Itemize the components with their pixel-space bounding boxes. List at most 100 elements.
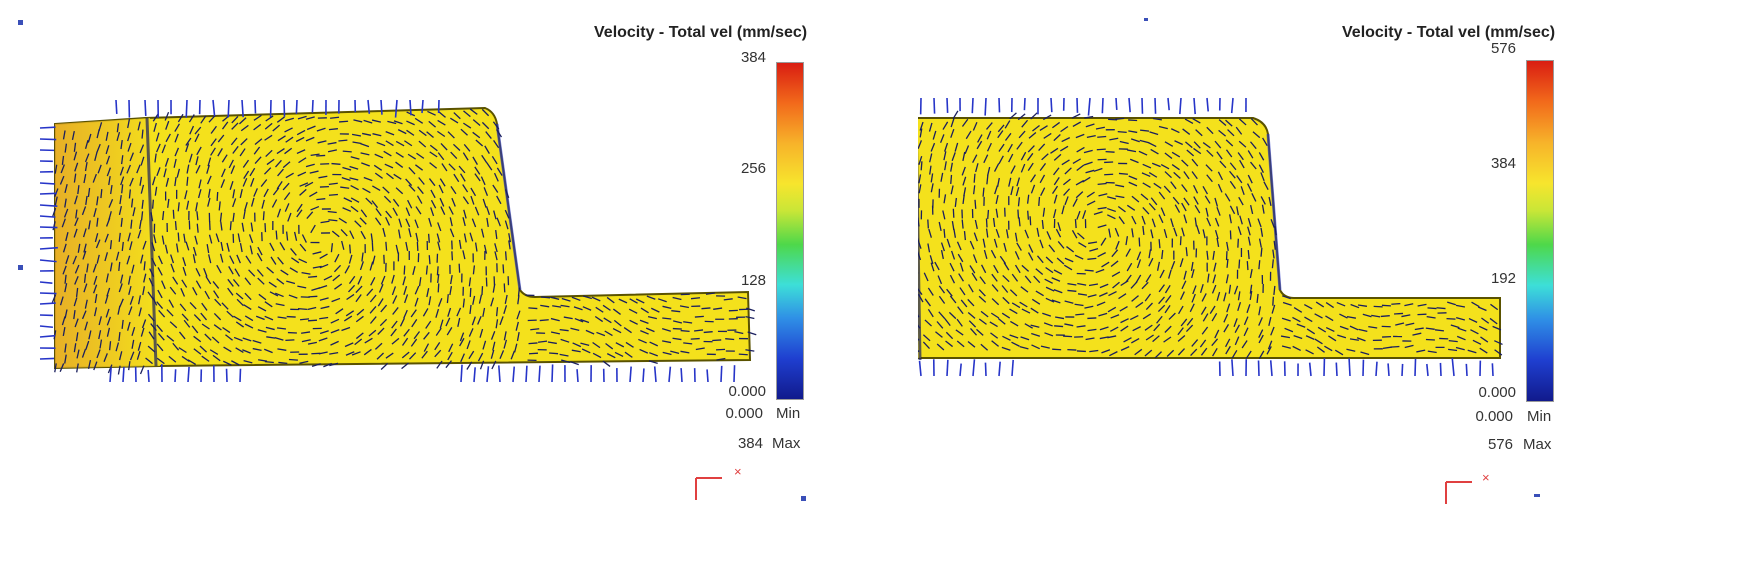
velocity-arrow	[407, 199, 413, 209]
velocity-arrow	[328, 128, 338, 131]
velocity-arrow	[671, 310, 681, 313]
velocity-arrow	[940, 172, 944, 182]
velocity-arrow	[170, 254, 175, 264]
velocity-arrow	[653, 366, 657, 383]
velocity-arrow	[39, 182, 55, 185]
velocity-arrow	[128, 285, 132, 295]
velocity-arrow	[272, 187, 280, 196]
velocity-arrow	[299, 188, 307, 196]
velocity-arrow	[250, 222, 254, 232]
velocity-arrow	[284, 147, 293, 155]
velocity-arrow	[972, 121, 978, 131]
velocity-arrow	[492, 283, 496, 293]
velocity-arrow	[240, 124, 249, 132]
velocity-arrow	[1212, 274, 1217, 284]
velocity-arrow	[301, 271, 311, 275]
velocity-arrow	[244, 277, 252, 286]
velocity-arrow	[508, 233, 511, 243]
velocity-arrow	[550, 296, 560, 300]
velocity-arrow	[253, 114, 262, 121]
velocity-arrow	[986, 175, 989, 185]
velocity-arrow	[284, 203, 290, 212]
velocity-arrow	[378, 283, 384, 293]
scale-tick: 128	[740, 272, 766, 289]
velocity-arrow	[430, 189, 436, 199]
velocity-arrow	[745, 349, 755, 352]
velocity-arrow	[1130, 281, 1138, 289]
velocity-arrow	[137, 121, 141, 131]
velocity-arrow	[980, 343, 989, 351]
step-wall-edge	[495, 123, 522, 291]
velocity-arrow	[440, 143, 448, 151]
velocity-arrow	[463, 122, 472, 129]
velocity-arrow	[227, 99, 230, 118]
velocity-arrow	[1387, 363, 1390, 377]
velocity-arrow	[354, 338, 363, 346]
velocity-arrow	[1055, 228, 1062, 238]
velocity-arrow	[95, 239, 101, 249]
velocity-arrow	[976, 140, 983, 150]
velocity-arrow	[393, 120, 403, 125]
velocity-arrow	[383, 195, 392, 204]
velocity-arrow	[392, 295, 398, 304]
velocity-arrow	[211, 336, 220, 344]
velocity-arrow	[1245, 350, 1252, 359]
velocity-arrow	[1404, 303, 1414, 307]
velocity-arrow	[990, 249, 997, 259]
velocity-arrow	[437, 241, 441, 251]
velocity-arrow	[984, 362, 987, 377]
velocity-arrow	[330, 243, 334, 253]
velocity-arrow	[463, 233, 467, 243]
velocity-arrow	[216, 264, 222, 274]
velocity-arrow	[74, 264, 80, 274]
velocity-arrow	[1134, 348, 1143, 356]
velocity-arrow	[264, 315, 274, 321]
velocity-arrow	[1177, 334, 1186, 342]
velocity-arrow	[1468, 317, 1478, 323]
velocity-arrow	[480, 176, 486, 186]
velocity-arrow	[1142, 225, 1145, 236]
velocity-arrow	[1339, 325, 1349, 330]
velocity-arrow	[481, 228, 485, 238]
velocity-arrow	[354, 220, 362, 228]
velocity-arrow	[1105, 151, 1115, 153]
velocity-arrow	[248, 234, 254, 244]
velocity-arrow	[398, 218, 403, 228]
velocity-arrow	[1247, 150, 1254, 159]
velocity-arrow	[346, 293, 355, 301]
velocity-arrow	[395, 151, 404, 158]
velocity-arrow	[1216, 151, 1223, 160]
velocity-arrow	[449, 275, 453, 285]
velocity-arrow	[1021, 308, 1031, 314]
velocity-arrow	[144, 99, 147, 116]
velocity-arrow	[1138, 237, 1141, 247]
velocity-arrow	[177, 232, 180, 242]
velocity-arrow	[369, 316, 377, 324]
velocity-arrow	[65, 255, 70, 265]
velocity-arrow	[393, 173, 402, 180]
velocity-arrow	[170, 263, 175, 273]
velocity-arrow	[649, 341, 659, 347]
velocity-arrow	[1292, 345, 1301, 352]
velocity-arrow	[428, 120, 437, 128]
velocity-arrow	[1107, 207, 1116, 213]
velocity-arrow	[998, 143, 1005, 152]
velocity-arrow	[1325, 326, 1335, 333]
velocity-arrow	[1100, 237, 1107, 246]
velocity-arrow	[155, 143, 161, 153]
velocity-arrow	[452, 143, 461, 152]
velocity-arrow	[254, 138, 263, 145]
velocity-arrow	[265, 149, 273, 158]
velocity-arrow	[103, 353, 108, 363]
velocity-arrow	[920, 161, 923, 171]
scale-tick-min: 0.000	[1478, 384, 1516, 401]
velocity-arrow	[437, 273, 440, 284]
velocity-arrow	[1179, 97, 1182, 115]
velocity-arrow	[964, 145, 970, 155]
velocity-arrow	[427, 233, 430, 243]
velocity-arrow	[1237, 302, 1242, 312]
velocity-arrow	[140, 211, 144, 221]
velocity-arrow	[307, 341, 318, 345]
velocity-arrow	[130, 198, 134, 208]
velocity-arrow	[338, 139, 348, 142]
